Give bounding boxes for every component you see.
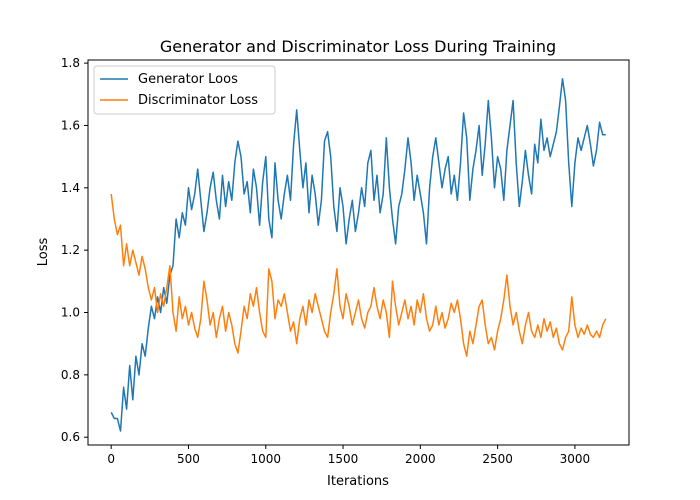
legend-label: Discriminator Loss xyxy=(138,93,258,108)
series-line-discriminator xyxy=(110,193,607,357)
y-tick-label: 1.8 xyxy=(61,56,80,70)
legend: Generator Loos Discriminator Loss xyxy=(93,65,276,115)
x-tick-label: 500 xyxy=(177,452,200,466)
legend-box xyxy=(93,65,276,115)
y-tick-label: 1.4 xyxy=(61,181,80,195)
y-tick-label: 1.6 xyxy=(61,118,80,132)
plot-lines xyxy=(110,77,607,432)
x-tick-label: 1500 xyxy=(328,452,359,466)
y-tick-label: 1.2 xyxy=(61,243,80,257)
y-axis: 0.6 0.8 1.0 1.2 1.4 1.6 1.8 xyxy=(61,56,88,444)
x-tick-label: 0 xyxy=(107,452,115,466)
x-tick-label: 3000 xyxy=(560,452,591,466)
y-axis-label: Loss xyxy=(36,238,51,267)
x-axis-label: Iterations xyxy=(327,474,389,489)
y-tick-label: 0.8 xyxy=(61,368,80,382)
x-tick-label: 2000 xyxy=(405,452,436,466)
legend-label: Generator Loos xyxy=(138,72,238,87)
chart-title: Generator and Discriminator Loss During … xyxy=(160,37,556,56)
x-axis: 0 500 1000 1500 2000 2500 3000 xyxy=(107,445,590,466)
x-tick-label: 2500 xyxy=(482,452,513,466)
y-tick-label: 1.0 xyxy=(61,306,80,320)
x-tick-label: 1000 xyxy=(250,452,281,466)
series-line-generator xyxy=(110,77,606,432)
plot-area-frame xyxy=(87,59,630,446)
y-tick-label: 0.6 xyxy=(61,430,80,444)
